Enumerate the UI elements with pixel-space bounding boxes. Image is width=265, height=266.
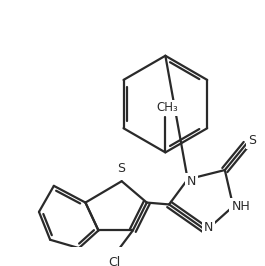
Text: N: N (204, 221, 213, 234)
Text: N: N (187, 175, 196, 188)
Text: Cl: Cl (108, 256, 120, 266)
Text: NH: NH (231, 200, 250, 213)
Text: S: S (117, 162, 125, 175)
Text: S: S (248, 134, 256, 147)
Text: CH₃: CH₃ (156, 101, 178, 114)
